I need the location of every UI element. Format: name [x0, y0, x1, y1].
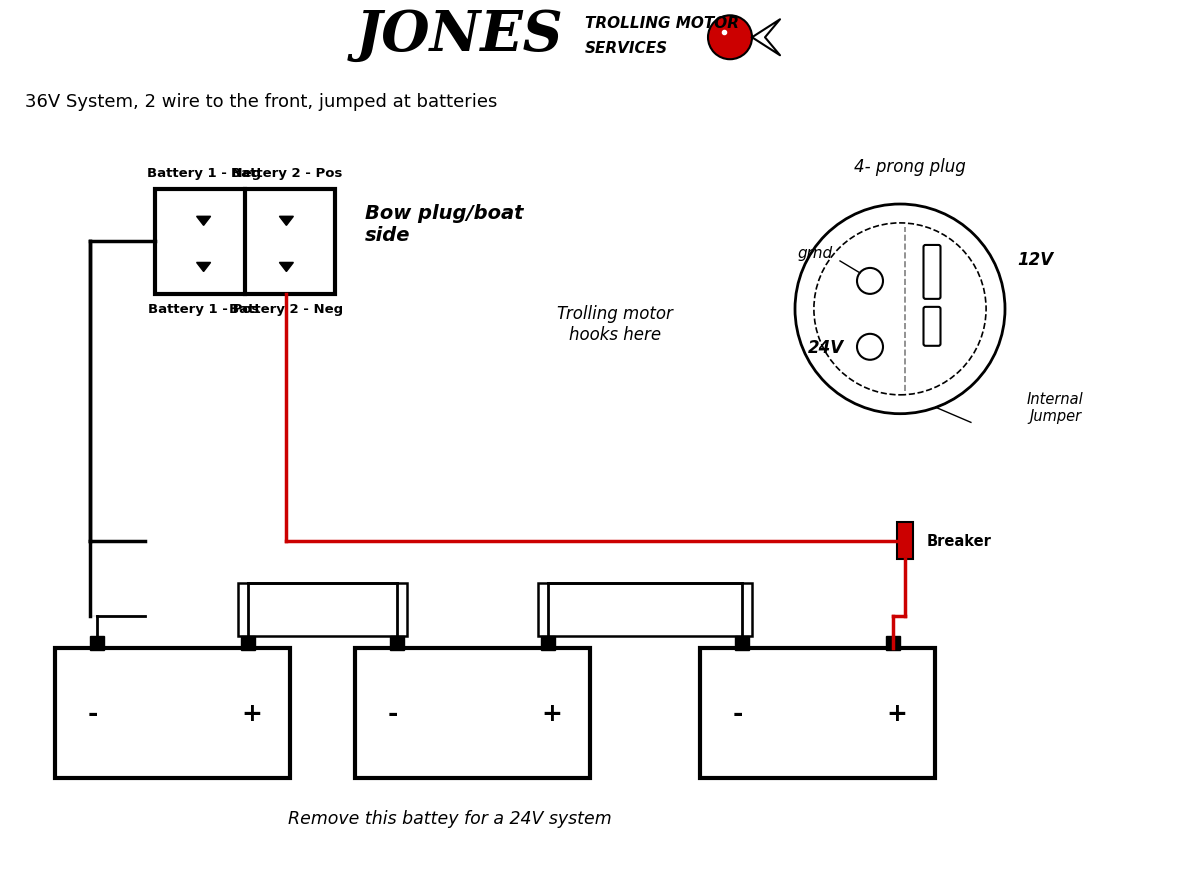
Bar — [700, 649, 935, 778]
Text: Breaker: Breaker — [928, 534, 992, 549]
Bar — [90, 637, 104, 651]
Bar — [241, 637, 256, 651]
Text: Battery 1 - Neg: Battery 1 - Neg — [146, 167, 260, 180]
Text: Bow plug/boat
side: Bow plug/boat side — [365, 205, 523, 245]
Bar — [898, 522, 913, 560]
Text: TROLLING MOTOR: TROLLING MOTOR — [586, 16, 739, 31]
Text: Remove this battey for a 24V system: Remove this battey for a 24V system — [288, 810, 612, 827]
Text: Battery 2 - Pos: Battery 2 - Pos — [230, 167, 342, 180]
Text: Trolling motor
hooks here: Trolling motor hooks here — [557, 305, 673, 344]
Text: +: + — [241, 702, 263, 725]
Bar — [541, 637, 554, 651]
Bar — [238, 584, 407, 637]
Bar — [390, 637, 404, 651]
Text: Battery 2 - Neg: Battery 2 - Neg — [229, 303, 343, 315]
Circle shape — [796, 205, 1006, 414]
Bar — [55, 649, 290, 778]
Bar — [734, 637, 749, 651]
Bar — [538, 584, 752, 637]
Polygon shape — [197, 217, 211, 227]
Text: -: - — [388, 702, 398, 725]
Text: +: + — [541, 702, 563, 725]
Circle shape — [708, 17, 752, 61]
Polygon shape — [280, 263, 293, 272]
Text: Internal
Jumper: Internal Jumper — [1027, 391, 1084, 423]
Bar — [355, 649, 590, 778]
Polygon shape — [280, 217, 293, 227]
Text: grnd: grnd — [798, 246, 833, 261]
Text: 24V: 24V — [808, 338, 844, 356]
Text: SERVICES: SERVICES — [586, 40, 668, 55]
Text: 12V: 12V — [1018, 250, 1054, 269]
Text: -: - — [733, 702, 743, 725]
Text: JONES: JONES — [356, 8, 564, 62]
Text: -: - — [88, 702, 98, 725]
Text: 4- prong plug: 4- prong plug — [854, 158, 966, 176]
Text: Battery 1 - Pos: Battery 1 - Pos — [148, 303, 259, 315]
Polygon shape — [197, 263, 211, 272]
Bar — [155, 190, 335, 294]
Text: +: + — [887, 702, 907, 725]
Text: 36V System, 2 wire to the front, jumped at batteries: 36V System, 2 wire to the front, jumped … — [25, 93, 497, 111]
Bar — [886, 637, 900, 651]
